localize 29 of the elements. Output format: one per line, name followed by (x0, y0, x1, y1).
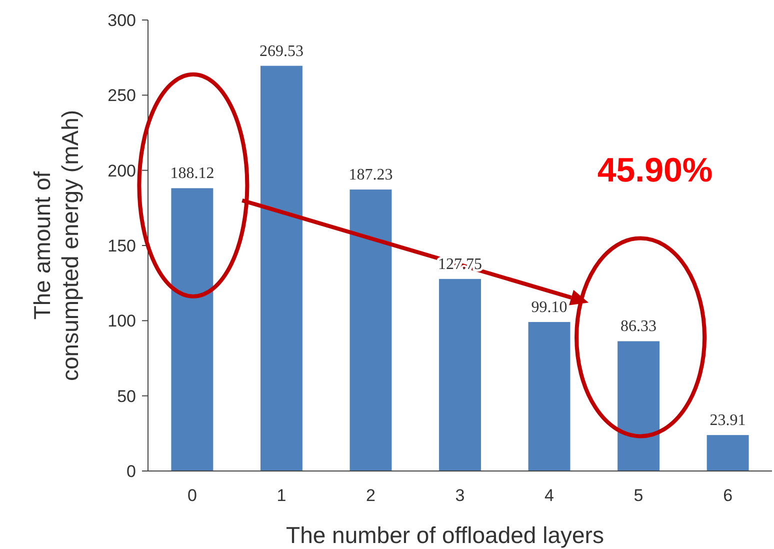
x-tick-label: 1 (276, 486, 286, 505)
data-label: 86.33 (620, 318, 657, 336)
data-label: 269.53 (259, 42, 304, 60)
x-tick-label: 6 (723, 486, 733, 505)
bar (350, 190, 392, 471)
bar (439, 278, 481, 471)
x-axis-title: The number of offloaded layers (286, 522, 604, 548)
data-label: 99.10 (531, 299, 568, 316)
y-tick-label: 100 (108, 312, 136, 331)
data-label: 23.91 (710, 412, 746, 430)
y-tick-label: 50 (117, 386, 136, 406)
x-tick-label: 5 (634, 486, 644, 505)
y-tick-label: 250 (108, 86, 136, 106)
data-label: 187.23 (348, 166, 393, 184)
y-tick-label: 200 (108, 161, 136, 180)
x-tick-label: 3 (455, 486, 465, 505)
x-tick-label: 4 (544, 486, 554, 505)
x-tick-label: 2 (366, 486, 376, 505)
bar (706, 435, 749, 471)
y-tick-label: 300 (108, 11, 136, 30)
y-axis-title: The amount of consumpted energy (mAh) (29, 110, 83, 382)
y-tick-label: 150 (108, 236, 136, 256)
bar (260, 66, 302, 471)
x-tick-label: 0 (187, 486, 197, 505)
y-tick-label: 0 (126, 462, 136, 481)
bar (528, 322, 570, 471)
bar (618, 341, 660, 471)
data-label: 188.12 (170, 165, 214, 182)
annotation: 45.90% (597, 151, 713, 190)
